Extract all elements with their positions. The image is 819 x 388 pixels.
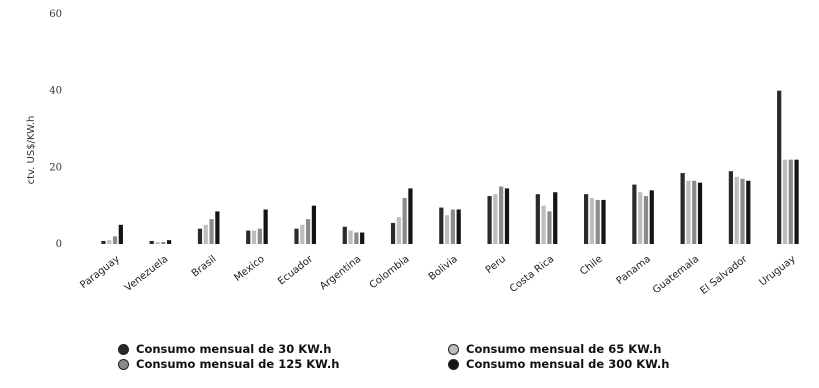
- bar: [504, 188, 510, 244]
- bar: [740, 178, 745, 244]
- bar: [203, 224, 208, 244]
- bar: [445, 215, 450, 244]
- bar: [251, 230, 257, 244]
- bar: [257, 228, 262, 244]
- bar: [487, 196, 492, 244]
- bar: [589, 198, 594, 244]
- bar: [342, 226, 347, 244]
- bar: [450, 209, 455, 244]
- bar: [601, 199, 606, 244]
- bar: [499, 186, 504, 244]
- bar: [209, 219, 214, 244]
- bar: [680, 173, 685, 244]
- bar: [595, 199, 600, 244]
- x-tick-label: Argentina: [318, 254, 363, 293]
- bar: [167, 240, 172, 244]
- bar: [746, 180, 751, 244]
- y-tick-label: 60: [49, 9, 62, 20]
- bar: [390, 222, 396, 244]
- bar: [396, 217, 401, 244]
- bar: [777, 90, 782, 244]
- legend-item: Consumo mensual de 65 KW.h: [448, 342, 778, 356]
- bar: [354, 232, 359, 244]
- x-tick-label: Panama: [615, 254, 653, 287]
- y-tick-label: 20: [49, 162, 62, 173]
- bar: [263, 209, 268, 244]
- bar: [584, 194, 589, 244]
- x-tick-label: Venezuela: [123, 254, 170, 294]
- x-tick-label: Costa Rica: [508, 254, 556, 295]
- bar: [348, 230, 353, 244]
- y-tick-label: 0: [56, 239, 62, 250]
- bar: [794, 159, 799, 244]
- bar: [535, 194, 540, 244]
- bar: [728, 171, 733, 244]
- x-tick-label: Uruguay: [757, 254, 797, 289]
- x-tick-label: Brasil: [190, 254, 219, 280]
- bar: [632, 184, 637, 244]
- x-tick-label: Peru: [484, 254, 508, 276]
- bar: [782, 159, 788, 244]
- legend-label: Consumo mensual de 300 KW.h: [466, 357, 670, 371]
- legend-item: Consumo mensual de 30 KW.h: [118, 342, 448, 356]
- bar: [246, 230, 251, 244]
- bar: [456, 209, 461, 244]
- x-tick-label: Bolivia: [427, 254, 460, 283]
- y-axis-label: ctv. US$/KW.h: [26, 116, 37, 185]
- bar: [643, 196, 649, 244]
- x-tick-label: Paraguay: [78, 254, 122, 291]
- bar: [547, 211, 552, 244]
- x-tick-label: El Salvador: [698, 253, 750, 297]
- x-tick-label: Colombia: [368, 254, 412, 292]
- legend-label: Consumo mensual de 125 KW.h: [136, 357, 340, 371]
- bar: [402, 198, 407, 244]
- bar: [107, 240, 112, 244]
- bar: [649, 190, 654, 244]
- bar: [300, 224, 305, 244]
- bar: [638, 192, 643, 244]
- bar: [360, 232, 365, 244]
- legend-item: Consumo mensual de 125 KW.h: [118, 357, 448, 371]
- bar: [788, 159, 793, 244]
- x-tick-label: Mexico: [232, 254, 266, 284]
- legend-swatch: [448, 343, 459, 355]
- bar: [439, 207, 444, 244]
- legend-swatch: [118, 343, 129, 355]
- bar: [493, 194, 498, 244]
- bar-chart: ctv. US$/KW.h 0 20 40 60 Paraguay Venezuela B…: [26, 9, 799, 297]
- bar: [734, 176, 739, 244]
- legend-label: Consumo mensual de 30 KW.h: [136, 342, 332, 356]
- x-tick-label: Ecuador: [276, 253, 316, 287]
- bar: [311, 205, 316, 244]
- bar: [541, 205, 546, 244]
- bar: [215, 211, 220, 244]
- bar: [553, 192, 558, 244]
- bar: [294, 228, 299, 244]
- legend-swatch: [118, 358, 129, 370]
- bar: [686, 180, 691, 244]
- legend-swatch: [448, 358, 459, 370]
- y-tick-label: 40: [49, 86, 62, 97]
- legend-label: Consumo mensual de 65 KW.h: [466, 342, 662, 356]
- x-tick-label: Chile: [578, 254, 604, 278]
- bar: [306, 219, 311, 244]
- legend-item: Consumo mensual de 300 KW.h: [448, 357, 778, 371]
- bar: [197, 228, 203, 244]
- bar: [155, 242, 160, 244]
- bar: [118, 224, 123, 244]
- x-tick-label: Guatemala: [651, 254, 701, 297]
- bar: [692, 180, 697, 244]
- bar: [408, 188, 413, 244]
- bar: [101, 240, 106, 244]
- legend: Consumo mensual de 30 KW.h Consumo mensua…: [118, 342, 778, 371]
- bar: [161, 242, 166, 244]
- bar: [149, 240, 154, 244]
- bar: [697, 182, 703, 244]
- bar: [112, 236, 118, 244]
